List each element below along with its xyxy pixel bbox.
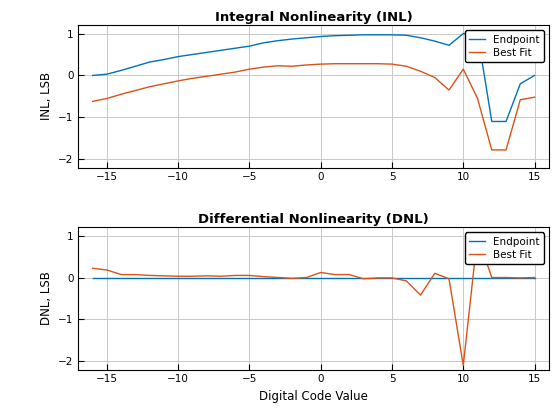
Y-axis label: INL, LSB: INL, LSB <box>40 72 53 121</box>
Legend: Endpoint, Best Fit: Endpoint, Best Fit <box>465 30 544 62</box>
Y-axis label: DNL, LSB: DNL, LSB <box>40 271 53 326</box>
Title: Integral Nonlinearity (INL): Integral Nonlinearity (INL) <box>214 11 413 24</box>
Title: Differential Nonlinearity (DNL): Differential Nonlinearity (DNL) <box>198 213 429 226</box>
X-axis label: Digital Code Value: Digital Code Value <box>259 390 368 403</box>
Legend: Endpoint, Best Fit: Endpoint, Best Fit <box>465 233 544 264</box>
